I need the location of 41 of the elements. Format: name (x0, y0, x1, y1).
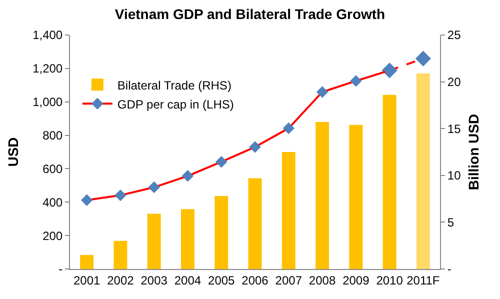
x-tick-label: 2008 (308, 273, 336, 288)
y2-tick-label: 20 (447, 75, 462, 89)
x-tick-label: 2001 (73, 273, 100, 288)
bar (349, 124, 363, 269)
x-tick-label: 2005 (208, 273, 236, 288)
chart-title: Vietnam GDP and Bilateral Trade Growth (114, 6, 386, 22)
y-tick-label: 200 (42, 228, 63, 243)
x-tick-label: 2009 (342, 273, 370, 288)
y-tick-label: 800 (42, 128, 63, 142)
x-tick-label: 2004 (174, 273, 202, 288)
bar (147, 214, 161, 269)
y-axis-title: USD (5, 137, 22, 167)
bar (282, 152, 296, 269)
y-tick-label: 1,200 (32, 62, 63, 76)
y2-tick-label: 25 (447, 28, 462, 42)
bar (181, 209, 194, 269)
bar (316, 122, 329, 269)
x-tick-label: 2003 (140, 273, 168, 288)
x-tick-label: 2010 (376, 273, 404, 288)
y2-axis-title: Billion USD (465, 114, 482, 190)
y-tick-label: 400 (42, 195, 63, 210)
x-tick-label: 2002 (107, 273, 134, 288)
y-tick-label: 1,000 (32, 95, 63, 110)
y-tick-label: 1,400 (32, 28, 63, 42)
x-tick-label: 2006 (242, 273, 269, 288)
bar (248, 178, 262, 269)
y-tick-label: - (58, 262, 63, 276)
y2-tick-label: 10 (447, 168, 462, 183)
bar (214, 196, 228, 269)
bar (114, 240, 128, 269)
legend-label: GDP per cap in (LHS) (117, 97, 234, 112)
y2-tick-label: 15 (447, 122, 462, 136)
legend-label: Bilateral Trade (RHS) (117, 78, 232, 92)
y2-tick-label: 5 (447, 215, 454, 230)
x-tick-label: 2011F (406, 273, 440, 288)
bar (80, 254, 94, 269)
bar (416, 73, 430, 269)
y-tick-label: 600 (42, 162, 63, 176)
y2-tick-label: - (447, 262, 452, 276)
x-tick-label: 2007 (275, 273, 302, 288)
bar (382, 94, 396, 269)
